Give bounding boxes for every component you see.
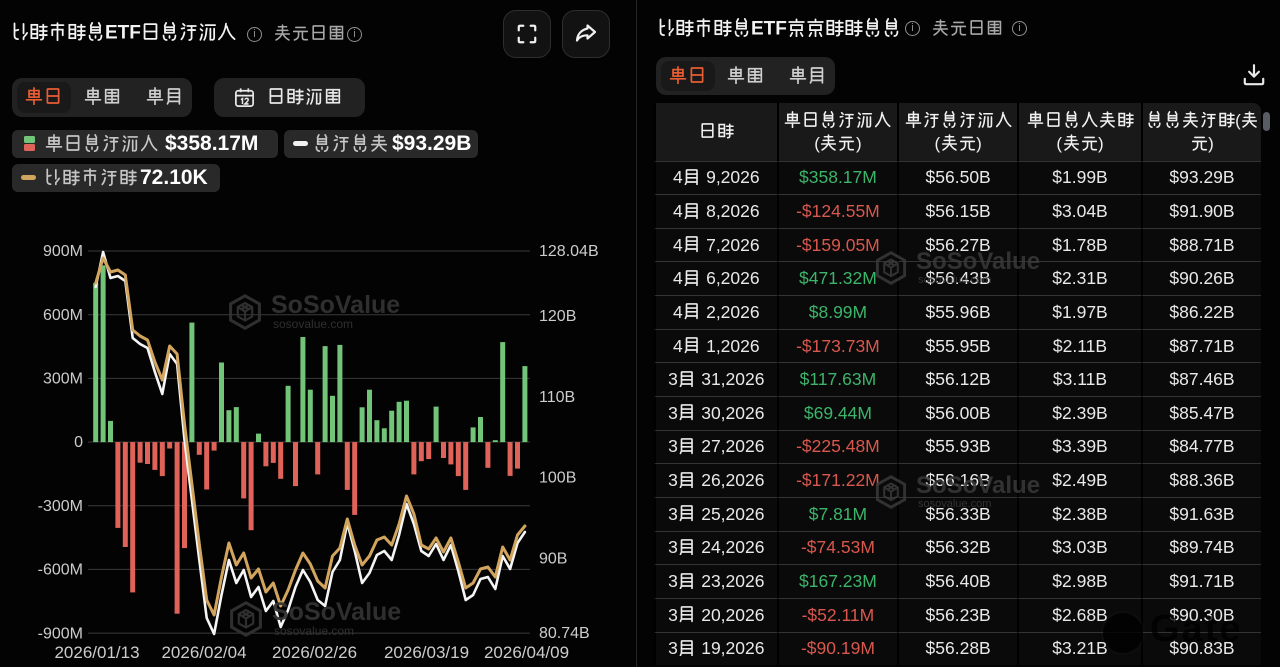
svg-text:110B: 110B	[539, 389, 575, 406]
svg-text:90B: 90B	[539, 550, 567, 567]
svg-text:2026/02/26: 2026/02/26	[272, 643, 357, 662]
svg-text:80.74B: 80.74B	[539, 625, 590, 642]
svg-text:2026/01/13: 2026/01/13	[54, 643, 139, 662]
svg-text:-900M: -900M	[38, 625, 83, 642]
svg-text:2026/04/09: 2026/04/09	[484, 643, 569, 662]
svg-text:2026/02/04: 2026/02/04	[161, 643, 246, 662]
svg-text:128.04B: 128.04B	[539, 243, 599, 260]
svg-text:2026/03/19: 2026/03/19	[384, 643, 469, 662]
svg-text:300M: 300M	[43, 371, 83, 388]
svg-text:100B: 100B	[539, 470, 576, 487]
svg-text:-300M: -300M	[38, 498, 83, 515]
svg-text:600M: 600M	[43, 307, 83, 324]
svg-text:-600M: -600M	[38, 562, 83, 579]
svg-text:120B: 120B	[539, 308, 576, 325]
svg-text:900M: 900M	[43, 243, 83, 260]
svg-text:0: 0	[74, 434, 83, 451]
